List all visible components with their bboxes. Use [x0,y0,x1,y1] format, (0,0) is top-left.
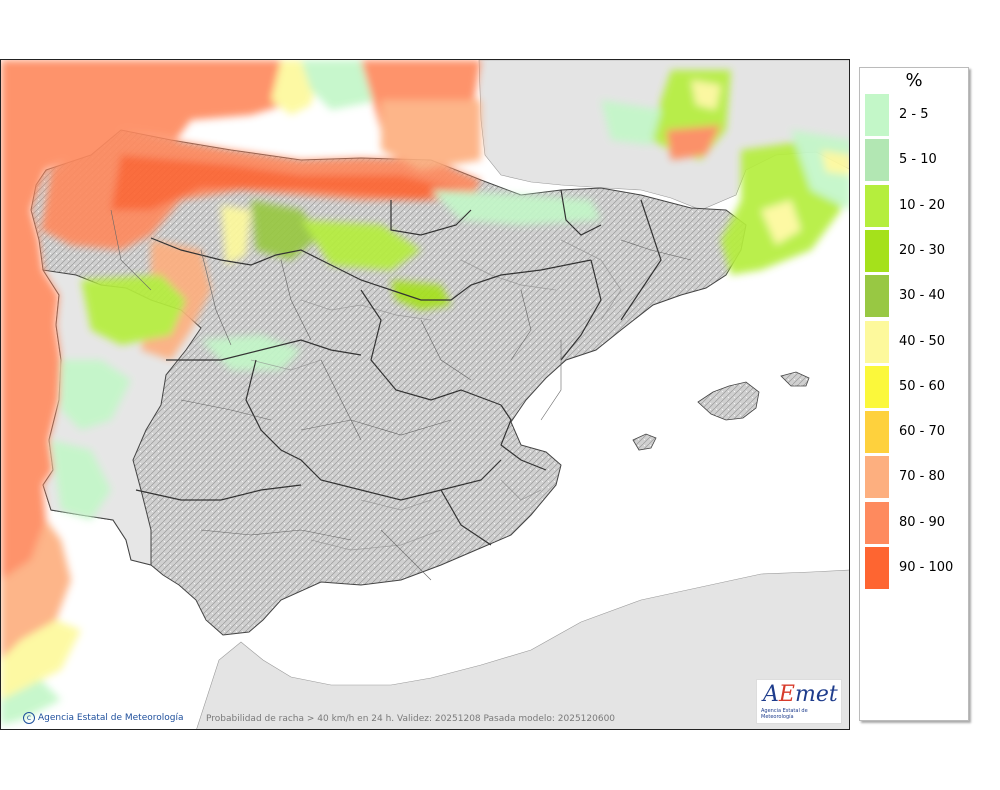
legend-item: 30 - 40 [863,275,963,318]
legend-title: % [905,70,923,91]
menorca [780,371,810,387]
legend-item: 10 - 20 [863,184,963,227]
legend-item: 50 - 60 [863,365,963,408]
legend-item: 70 - 80 [863,456,963,499]
legend-label: 2 - 5 [899,107,929,122]
legend-swatch [865,365,889,408]
legend-label: 20 - 30 [899,242,946,258]
legend-label: 40 - 50 [899,333,946,349]
probability-overlay [1,60,849,725]
copyright-icon: c [23,712,35,724]
forecast-map: c Agencia Estatal de Meteorología Probabi… [0,59,850,730]
logo-subtitle: Agencia Estatal de Meteorología [761,708,808,720]
legend-label: 30 - 40 [899,288,946,304]
legend-swatch [865,139,889,182]
legend-label: 90 - 100 [899,560,954,575]
logo-wordmark: AEmet [763,682,838,707]
legend-swatch [865,275,889,318]
legend-label: 60 - 70 [899,424,946,440]
legend-item: 20 - 30 [863,229,963,272]
legend-label: 70 - 80 [899,469,946,485]
mallorca [697,381,760,421]
provincial-borders [110,209,692,581]
legend-swatch [865,411,889,454]
mountain-relief [250,239,622,551]
legend: % 2 - 5 5 - 10 10 - 20 20 - 30 30 - 40 40 - 5… [859,67,969,721]
ibiza [632,433,657,451]
logo-text: AEmet [763,682,838,707]
credit-label: Agencia Estatal de Meteorología [38,713,184,723]
legend-item: 60 - 70 [863,411,963,454]
map-canvas [1,60,849,729]
legend-item: 90 - 100 [863,547,963,589]
map-caption: Probabilidad de racha > 40 km/h en 24 h.… [206,714,616,724]
legend-swatch [865,501,889,544]
aemet-logo: AEmet Agencia Estatal de Meteorología [756,679,842,724]
legend-swatch [865,184,889,227]
legend-label: 50 - 60 [899,378,946,394]
regional-borders [135,189,662,546]
legend-item: 2 - 5 [863,94,963,136]
legend-item: 5 - 10 [863,139,963,182]
legend-label: 80 - 90 [899,514,946,530]
legend-swatch [865,229,889,272]
legend-swatch [865,94,889,136]
legend-label: 10 - 20 [899,197,946,213]
legend-swatch [865,547,889,589]
legend-swatch [865,456,889,499]
legend-item: 80 - 90 [863,501,963,544]
legend-item: 40 - 50 [863,320,963,363]
credit-text: c Agencia Estatal de Meteorología [23,712,184,724]
legend-label: 5 - 10 [899,152,937,168]
legend-swatch [865,320,889,363]
africa-land [196,569,849,729]
